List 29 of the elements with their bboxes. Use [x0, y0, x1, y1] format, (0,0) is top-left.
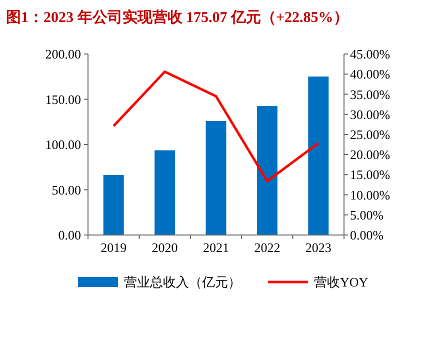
- y2-tick-label: 10.00%: [350, 187, 390, 202]
- x-tick-label: 2021: [203, 240, 229, 255]
- y2-tick-label: 45.00%: [350, 46, 390, 62]
- y2-tick-label: 25.00%: [350, 126, 390, 142]
- bar: [256, 106, 278, 235]
- y-tick-label: 0.00: [58, 228, 81, 243]
- bar: [154, 150, 176, 235]
- y2-tick-label: 0.00%: [350, 228, 384, 243]
- legend-label: 营收YOY: [314, 274, 369, 290]
- y-tick-label: 50.00: [52, 182, 81, 198]
- x-tick-label: 2019: [100, 240, 127, 255]
- legend-label: 营业总收入（亿元）: [124, 274, 241, 290]
- y2-tick-label: 20.00%: [350, 147, 390, 162]
- y2-tick-label: 5.00%: [350, 207, 384, 222]
- y-tick-label: 200.00: [45, 46, 81, 62]
- bar: [103, 175, 124, 235]
- bar: [308, 76, 329, 235]
- bar: [206, 120, 226, 235]
- x-tick-label: 2023: [305, 240, 332, 255]
- chart-title: 图1：2023 年公司实现营收 175.07 亿元（+22.85%）: [6, 8, 348, 26]
- x-tick-label: 2022: [254, 240, 280, 255]
- line-series: [112, 70, 320, 182]
- y2-tick-label: 30.00%: [350, 106, 390, 122]
- y-tick-label: 100.00: [45, 137, 81, 152]
- y2-tick-label: 40.00%: [350, 66, 390, 82]
- y2-tick-label: 35.00%: [350, 86, 390, 102]
- y2-tick-label: 15.00%: [350, 167, 390, 182]
- y-tick-label: 150.00: [45, 92, 81, 107]
- x-tick-label: 2020: [152, 240, 178, 255]
